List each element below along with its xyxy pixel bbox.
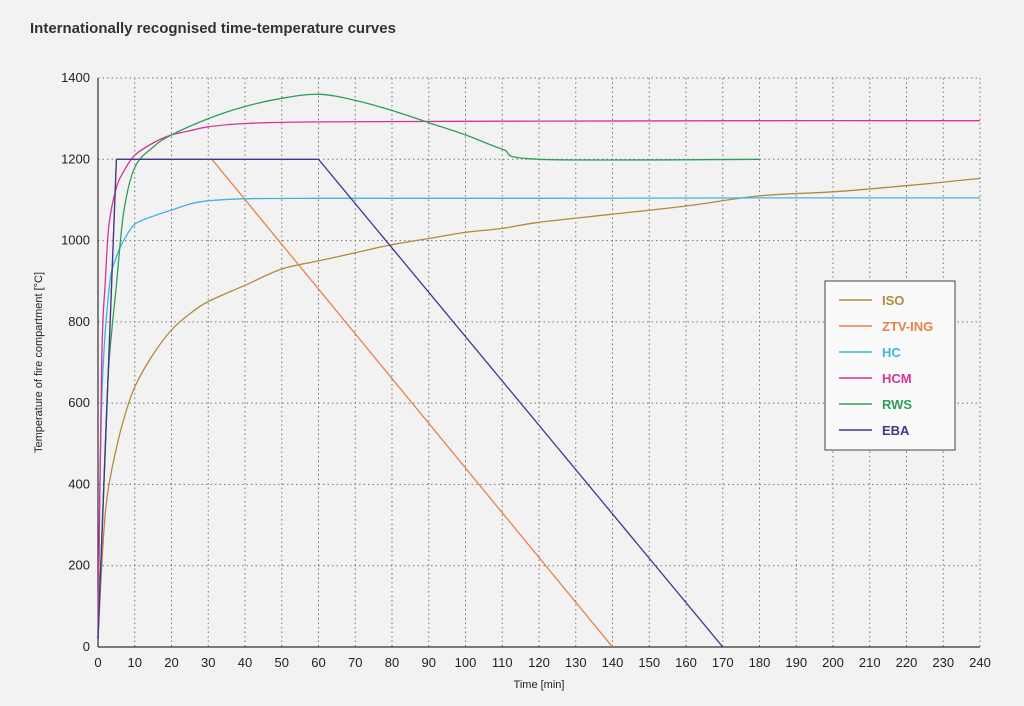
axes: 0 10 20 30 40 50 60 70 80 90 100 110 120 130 140 150 160…	[61, 70, 991, 670]
series-line-eba	[97, 158, 724, 648]
legend-label-iso: ISO	[882, 293, 904, 308]
y-tick-label: 800	[68, 314, 90, 329]
series-line-rws	[97, 93, 760, 639]
x-tick-label: 50	[275, 655, 289, 670]
legend: ISO ZTV-ING HC HCM RWS EBA	[824, 280, 956, 451]
y-tick-label: 1400	[61, 70, 90, 85]
y-tick-label: 1000	[61, 233, 90, 248]
x-tick-label: 100	[455, 655, 477, 670]
x-tick-label: 220	[896, 655, 918, 670]
x-tick-label: 90	[422, 655, 436, 670]
x-tick-label: 130	[565, 655, 587, 670]
x-tick-label: 0	[94, 655, 101, 670]
legend-label-hcm: HCM	[882, 371, 912, 386]
legend-box	[824, 280, 956, 451]
x-tick-label: 200	[822, 655, 844, 670]
x-tick-label: 150	[638, 655, 660, 670]
x-tick-label: 80	[385, 655, 399, 670]
x-tick-label: 160	[675, 655, 697, 670]
x-axis-label: Time [min]	[514, 679, 565, 691]
y-tick-label: 600	[68, 395, 90, 410]
legend-label-eba: EBA	[882, 423, 910, 438]
series-group	[97, 93, 981, 648]
x-tick-label: 10	[128, 655, 142, 670]
y-axis-label: Temperature of fire compartment [°C]	[33, 272, 45, 453]
x-tick-label: 240	[969, 655, 991, 670]
x-tick-label: 210	[859, 655, 881, 670]
x-tick-label: 190	[785, 655, 807, 670]
x-tick-label: 70	[348, 655, 362, 670]
x-tick-label: 60	[311, 655, 325, 670]
x-tick-label: 230	[932, 655, 954, 670]
y-tick-label: 400	[68, 476, 90, 491]
series-line-hc	[97, 197, 981, 639]
chart-title: Internationally recognised time-temperat…	[30, 20, 396, 37]
x-tick-label: 170	[712, 655, 734, 670]
legend-label-hc: HC	[882, 345, 901, 360]
x-tick-label: 40	[238, 655, 252, 670]
y-tick-label: 200	[68, 558, 90, 573]
legend-label-ztv-ing: ZTV-ING	[882, 319, 933, 334]
x-tick-label: 180	[749, 655, 771, 670]
x-tick-label: 20	[164, 655, 178, 670]
series-line-iso	[97, 177, 981, 639]
y-tick-label: 1200	[61, 151, 90, 166]
legend-label-rws: RWS	[882, 397, 912, 412]
x-tick-label: 30	[201, 655, 215, 670]
x-tick-label: 140	[602, 655, 624, 670]
x-tick-label: 110	[492, 655, 513, 670]
y-tick-label: 0	[83, 639, 90, 654]
x-tick-label: 120	[528, 655, 550, 670]
